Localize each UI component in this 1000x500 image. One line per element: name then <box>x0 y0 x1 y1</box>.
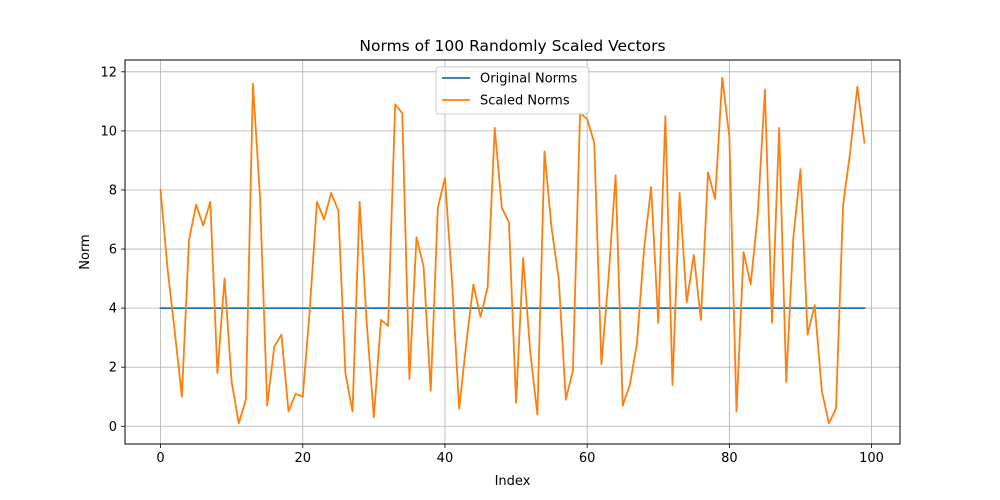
x-tick-label: 0 <box>156 451 164 466</box>
x-tick-label: 20 <box>294 451 311 466</box>
x-tick-label: 80 <box>721 451 738 466</box>
x-tick-label: 40 <box>437 451 454 466</box>
y-axis-title: Norm <box>78 234 93 269</box>
y-axis-ticks: 0 2 4 6 8 10 12 <box>100 65 125 435</box>
y-tick-label: 6 <box>109 243 117 258</box>
chart-title: Norms of 100 Randomly Scaled Vectors <box>359 37 665 55</box>
y-tick-label: 10 <box>100 124 117 139</box>
x-tick-label: 60 <box>579 451 596 466</box>
legend-label-original-norms: Original Norms <box>480 72 577 87</box>
y-tick-label: 2 <box>109 361 117 376</box>
legend: Original Norms Scaled Norms <box>435 66 590 115</box>
y-tick-label: 12 <box>100 65 117 80</box>
series-lines <box>159 76 866 425</box>
series-line-scaled-norms <box>159 76 866 425</box>
legend-box <box>435 66 590 115</box>
y-tick-label: 8 <box>109 183 117 198</box>
x-axis-ticks: 0 20 40 60 80 100 <box>156 444 884 466</box>
plot-frame <box>124 59 901 445</box>
x-axis-title: Index <box>495 474 531 489</box>
x-tick-label: 100 <box>859 451 884 466</box>
y-tick-label: 4 <box>109 302 117 317</box>
legend-label-scaled-norms: Scaled Norms <box>480 94 570 109</box>
y-tick-label: 0 <box>109 420 117 435</box>
